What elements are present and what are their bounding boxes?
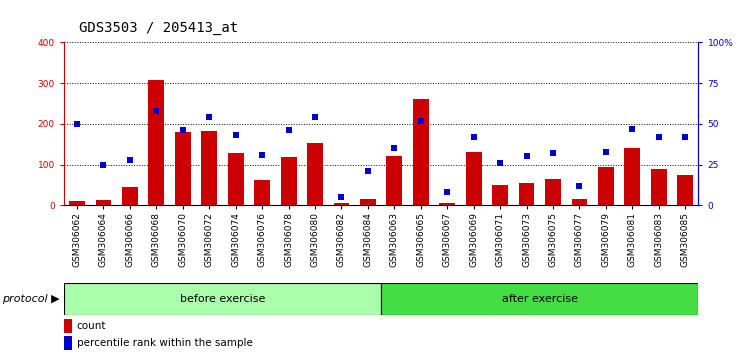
Bar — [95, 200, 111, 205]
Point — [204, 115, 216, 120]
Bar — [360, 199, 376, 205]
Bar — [545, 179, 561, 205]
Point — [282, 127, 294, 133]
Text: GDS3503 / 205413_at: GDS3503 / 205413_at — [79, 21, 238, 35]
Point — [574, 183, 586, 189]
Point — [520, 154, 532, 159]
Bar — [598, 167, 614, 205]
Point — [98, 162, 110, 167]
Text: after exercise: after exercise — [502, 294, 578, 304]
Bar — [492, 185, 508, 205]
Point — [176, 127, 189, 133]
Bar — [387, 156, 403, 205]
Bar — [149, 80, 164, 205]
Point — [309, 115, 321, 120]
Point — [626, 126, 638, 132]
Bar — [651, 169, 667, 205]
Point — [150, 108, 162, 114]
Point — [494, 160, 506, 166]
Bar — [333, 203, 349, 205]
Point — [547, 150, 559, 156]
Bar — [466, 152, 481, 205]
Point — [71, 121, 83, 127]
Text: percentile rank within the sample: percentile rank within the sample — [77, 338, 252, 348]
Bar — [64, 319, 72, 333]
Point — [468, 134, 480, 140]
Point — [415, 118, 427, 124]
Bar — [307, 143, 323, 205]
Bar — [439, 203, 455, 205]
Bar — [624, 148, 641, 205]
Point — [230, 132, 242, 138]
Bar — [677, 175, 693, 205]
Point — [362, 168, 374, 174]
Point — [256, 152, 268, 158]
Bar — [413, 99, 429, 205]
Bar — [381, 283, 698, 315]
Bar — [64, 283, 381, 315]
Point — [124, 157, 136, 162]
Bar — [228, 153, 243, 205]
Bar — [201, 131, 217, 205]
Bar — [254, 180, 270, 205]
Bar — [572, 199, 587, 205]
Bar — [64, 336, 72, 350]
Point — [388, 145, 400, 151]
Text: count: count — [77, 321, 106, 331]
Bar — [175, 132, 191, 205]
Point — [679, 134, 691, 140]
Point — [336, 194, 348, 200]
Text: protocol ▶: protocol ▶ — [2, 294, 60, 304]
Point — [442, 189, 454, 195]
Point — [653, 134, 665, 140]
Bar — [281, 157, 297, 205]
Point — [600, 149, 612, 154]
Bar — [122, 187, 138, 205]
Text: before exercise: before exercise — [179, 294, 265, 304]
Bar — [69, 201, 85, 205]
Bar — [519, 183, 535, 205]
